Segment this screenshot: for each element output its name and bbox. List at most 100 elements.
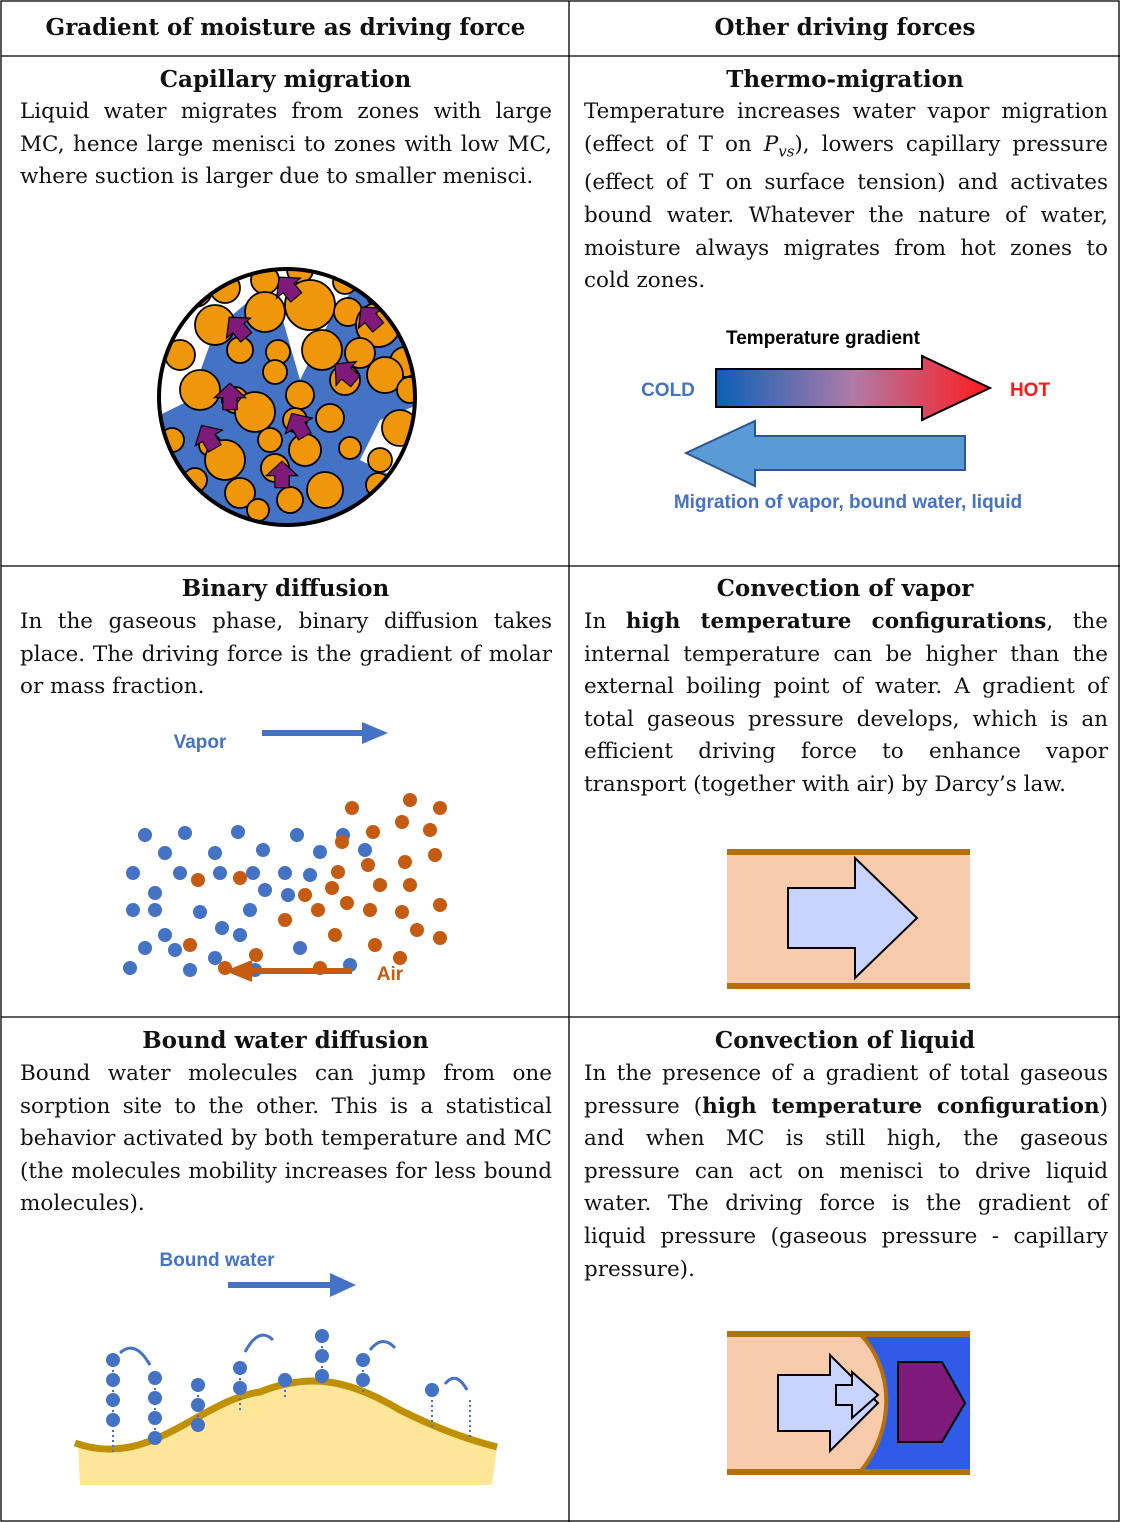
vapor-molecule [183, 963, 197, 977]
label: Temperature gradient [726, 328, 921, 349]
migration-arrow [212, 382, 248, 411]
bound-molecule [278, 1373, 292, 1387]
air-molecule [423, 823, 437, 837]
flow-arrow [787, 855, 919, 981]
cell-text: Liquid water migrates from zones with la… [20, 96, 552, 194]
air-molecule [233, 871, 247, 885]
vapor-convection-figure [727, 849, 970, 989]
air-molecule [340, 896, 354, 910]
vapor-molecule [138, 828, 152, 842]
air-molecule [325, 881, 339, 895]
vapor-molecule [148, 903, 162, 917]
vapor-molecule [278, 866, 292, 880]
grain [315, 403, 345, 433]
label: HOT [1010, 380, 1051, 401]
air-molecule [363, 903, 377, 917]
column-header: Gradient of moisture as driving force [45, 14, 526, 41]
bound-molecule [191, 1418, 205, 1432]
vapor-molecule [158, 928, 172, 942]
migration-arrow [225, 316, 253, 343]
vapor-molecule [168, 943, 182, 957]
air-molecule [398, 855, 412, 869]
cell-title: Bound water diffusion [142, 1027, 429, 1054]
vapor-molecule [193, 905, 207, 919]
migration-arrow [334, 360, 361, 388]
migration-arrow [683, 419, 966, 488]
grain [179, 369, 221, 411]
jump-arrow [368, 1340, 397, 1351]
air-molecule [278, 913, 292, 927]
air-molecule [183, 938, 197, 952]
migration-arrow [194, 424, 224, 453]
bound-molecule [233, 1361, 247, 1375]
air-molecule [433, 898, 447, 912]
bound-molecule [148, 1411, 162, 1425]
text-run: ), lowers capillary pressure (effect of … [584, 131, 1109, 294]
bound-molecule [106, 1373, 120, 1387]
text-run: In [584, 609, 626, 634]
text-run: , the internal temperature can be higher… [584, 609, 1108, 797]
grain [209, 272, 241, 304]
vapor-molecule [123, 961, 137, 975]
vapor-molecule [148, 886, 162, 900]
grain [285, 380, 315, 410]
air-molecule [361, 858, 375, 872]
grain [244, 291, 286, 333]
bound-arrow [228, 1273, 356, 1297]
bound-molecule [106, 1413, 120, 1427]
grain [257, 427, 283, 453]
bound-molecule [356, 1353, 370, 1367]
grain [344, 337, 376, 369]
bound-molecule [191, 1398, 205, 1412]
pore-outline [157, 267, 417, 527]
cell-text: In the presence of a gradient of total g… [584, 1058, 1108, 1286]
air-molecule [393, 951, 407, 965]
thermo-figure: Temperature gradient COLD HOT Migration … [641, 328, 1050, 513]
bound-molecule [315, 1349, 329, 1363]
vapor-molecule [178, 826, 192, 840]
vapor-molecule [313, 845, 327, 859]
text-run: ) and when MC is still high, the gaseous… [584, 1093, 1109, 1282]
air-molecule [368, 938, 382, 952]
vapor-molecule [243, 903, 257, 917]
jump-arrow [443, 1376, 469, 1391]
bound-water-figure: Bound water [73, 1250, 498, 1485]
vapor-molecule [126, 903, 140, 917]
label: Vapor [174, 732, 227, 753]
grain [366, 356, 404, 394]
air-molecule [433, 931, 447, 945]
text-run: Liquid water migrates from zones with la… [20, 99, 552, 190]
bound-molecule [148, 1371, 162, 1385]
bold-run: high temperature configurations [625, 609, 1047, 634]
jump-arrow [118, 1346, 152, 1366]
air-molecule [373, 878, 387, 892]
bound-molecule [315, 1369, 329, 1383]
math-symbol: P [763, 131, 779, 157]
bound-molecule [315, 1329, 329, 1343]
migration-arrow [264, 460, 300, 489]
air-molecule [335, 835, 349, 849]
grain [204, 439, 246, 481]
text-run: In the gaseous phase, binary diffusion t… [20, 609, 552, 700]
bold-run: high temperature configuration [702, 1093, 1100, 1119]
vapor-molecule [281, 888, 295, 902]
grain [367, 447, 393, 473]
air-molecule [191, 873, 205, 887]
air-arrow [225, 960, 352, 982]
vapor-molecule [303, 868, 317, 882]
cell-title: Convection of vapor [716, 575, 974, 602]
text-run: In the presence of a gradient of total g… [584, 1061, 1108, 1119]
bound-molecule [233, 1381, 247, 1395]
vapor-molecule [256, 843, 270, 857]
vapor-molecule [293, 941, 307, 955]
air-molecule [403, 878, 417, 892]
bound-molecule [148, 1431, 162, 1445]
bound-molecule [191, 1378, 205, 1392]
air-molecule [311, 903, 325, 917]
cell-text: Bound water molecules can jump from one … [20, 1058, 552, 1221]
vapor-molecule [126, 866, 140, 880]
vapor-molecule [173, 866, 187, 880]
label: Air [377, 964, 404, 985]
